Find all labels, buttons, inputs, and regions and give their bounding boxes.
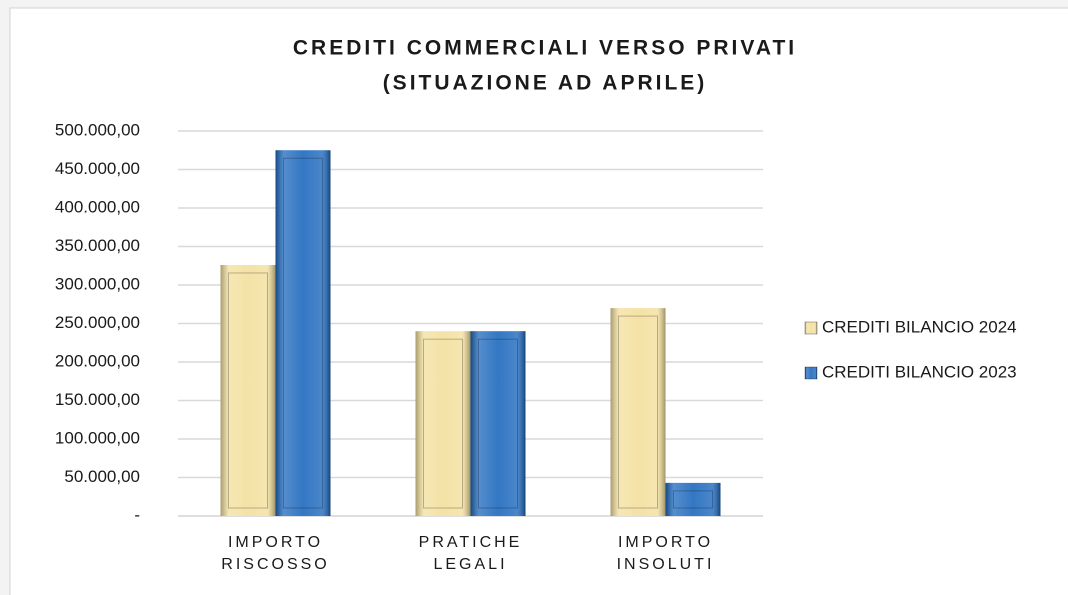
- chart-title: CREDITI COMMERCIALI VERSO PRIVATI: [293, 37, 797, 60]
- bar-bevel: [618, 315, 658, 509]
- bar-bevel: [228, 272, 268, 509]
- bar-shade: [275, 150, 331, 516]
- legend-marker-shade: [804, 366, 818, 380]
- y-tick-label: 200.000,00: [55, 351, 140, 370]
- bar-shade: [610, 308, 666, 516]
- y-tick-label: 50.000,00: [64, 467, 140, 486]
- bar-shade: [415, 331, 471, 516]
- bar-shade: [220, 264, 276, 516]
- bar-shade: [665, 482, 721, 516]
- legend-marker-shade: [804, 321, 818, 335]
- y-tick-label: 350.000,00: [55, 236, 140, 255]
- chart-area: [9, 7, 1068, 595]
- x-tick-label: PRATICHE LEGALI: [418, 534, 523, 573]
- y-tick-label: 150.000,00: [55, 390, 140, 409]
- chart-subtitle: (SITUAZIONE AD APRILE): [383, 72, 708, 95]
- bar-bevel: [673, 490, 713, 509]
- y-tick-label: -: [134, 505, 140, 524]
- legend-label: CREDITI BILANCIO 2024: [822, 317, 1017, 336]
- bar-bevel: [283, 157, 323, 509]
- y-tick-label: 300.000,00: [55, 274, 140, 293]
- legend-label: CREDITI BILANCIO 2023: [822, 362, 1017, 381]
- y-tick-label: 100.000,00: [55, 428, 140, 447]
- y-tick-label: 450.000,00: [55, 159, 140, 178]
- bar-bevel: [423, 338, 463, 509]
- y-tick-label: 400.000,00: [55, 197, 140, 216]
- bar-shade: [470, 331, 526, 516]
- y-tick-label: 250.000,00: [55, 313, 140, 332]
- y-tick-label: 500.000,00: [55, 120, 140, 139]
- x-tick-label: IMPORTO RISCOSSO: [221, 534, 330, 573]
- bar-bevel: [478, 338, 518, 509]
- x-tick-label: IMPORTO INSOLUTI: [616, 534, 715, 573]
